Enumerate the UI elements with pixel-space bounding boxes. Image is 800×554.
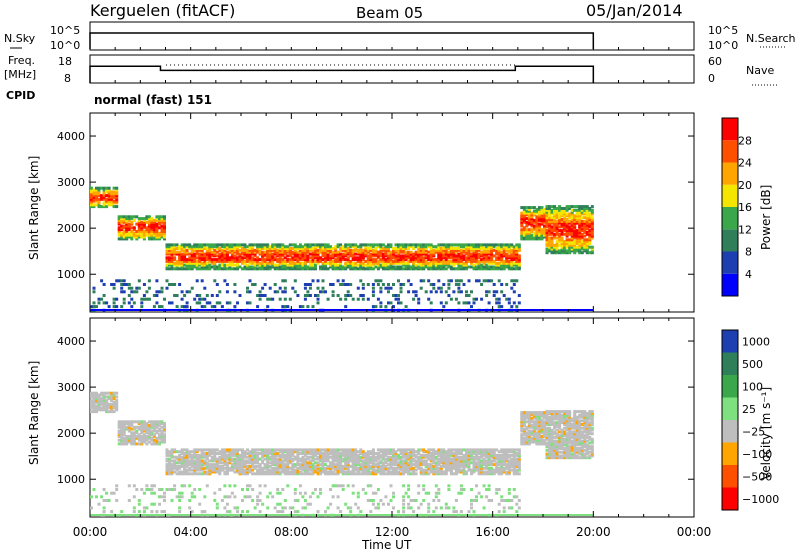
velocity-cb-seg-4 xyxy=(722,420,738,443)
nsky-label: N.Sky xyxy=(4,32,36,45)
site-title: Kerguelen (fitACF) xyxy=(90,1,235,20)
power-cb-seg-5 xyxy=(722,162,738,185)
power-cb-seg-0 xyxy=(722,273,738,296)
velocity-cb-tick-6: −500 xyxy=(742,470,772,483)
velocity-cb-seg-3 xyxy=(722,397,738,420)
power-cb-seg-3 xyxy=(722,207,738,230)
velocity-cb-tick-2: 100 xyxy=(742,380,763,393)
noise-series-line xyxy=(89,32,595,50)
velocity-cb-seg-6 xyxy=(722,465,738,488)
time-xlabel: Time UT xyxy=(361,538,412,552)
power-data xyxy=(90,186,594,312)
velocity-ylabel: Slant Range [km] xyxy=(27,361,41,465)
ytick-label-0-3: 4000 xyxy=(57,130,85,143)
ytick-label-0-0: 1000 xyxy=(57,268,85,281)
xtick-label-6: 00:00 xyxy=(677,525,712,539)
power-cb-tick-1: 24 xyxy=(738,157,752,170)
power-cb-tick-6: 4 xyxy=(745,268,752,281)
freq-tick-right-top: 60 xyxy=(708,55,722,68)
power-cb-seg-7 xyxy=(722,118,738,141)
noise-tick-right-top: 10^5 xyxy=(708,24,738,37)
velocity-cb-seg-2 xyxy=(722,375,738,398)
xtick-label-3: 12:00 xyxy=(375,525,410,539)
power-panel xyxy=(89,112,695,313)
ytick-label-0-2: 3000 xyxy=(57,176,85,189)
cpid-label: CPID xyxy=(6,89,35,102)
power-cb-tick-0: 28 xyxy=(738,134,752,147)
xtick-label-4: 16:00 xyxy=(475,525,510,539)
noise-tick-right-bottom: 10^0 xyxy=(708,39,738,52)
noise-tick-left-top: 10^5 xyxy=(50,24,80,37)
velocity-cb-tick-1: 500 xyxy=(742,358,763,371)
velocity-cb-tick-5: −100 xyxy=(742,448,772,461)
freq-series-line xyxy=(89,65,595,83)
power-cb-seg-1 xyxy=(722,251,738,274)
power-cb-frame xyxy=(721,117,739,297)
velocity-cb-tick-3: 25 xyxy=(742,403,756,416)
velocity-cb-tick-4: −25 xyxy=(742,425,765,438)
power-colorbar-label: Power [dB] xyxy=(759,185,773,250)
velocity-cb-seg-1 xyxy=(722,352,738,375)
velocity-cb-frame xyxy=(721,329,739,511)
velocity-colorbar: 1000 500 100 25 −25 −100 −500 −1000 xyxy=(721,329,779,511)
velocity-data xyxy=(90,391,594,517)
power-cb-seg-2 xyxy=(722,229,738,252)
velocity-colorbar-label: Velocity [m s⁻¹] xyxy=(759,387,773,480)
velocity-panel xyxy=(89,317,695,518)
freq-label: Freq. xyxy=(8,54,35,67)
nave-label: Nave xyxy=(746,64,774,77)
freq-unit-label: [MHz] xyxy=(4,68,36,81)
ytick-label-1-2: 3000 xyxy=(57,381,85,394)
xtick-label-2: 08:00 xyxy=(274,525,309,539)
noise-tick-left-bottom: 10^0 xyxy=(50,39,80,52)
ytick-label-0-1: 2000 xyxy=(57,222,85,235)
xtick-label-0: 00:00 xyxy=(73,525,108,539)
velocity-cb-tick-7: −1000 xyxy=(742,493,779,506)
freq-tick-left-top: 18 xyxy=(58,55,72,68)
cpid-text: normal (fast) 151 xyxy=(94,93,212,107)
ytick-label-1-0: 1000 xyxy=(57,473,85,486)
freq-tick-right-bottom: 0 xyxy=(708,72,715,85)
freq-panel: 18 8 60 0 xyxy=(58,54,722,85)
power-cb-tick-4: 12 xyxy=(738,223,752,236)
power-cb-seg-6 xyxy=(722,140,738,163)
power-cb-tick-3: 16 xyxy=(738,201,752,214)
velocity-cb-seg-7 xyxy=(722,487,738,510)
velocity-cb-tick-0: 1000 xyxy=(742,335,770,348)
power-cb-seg-4 xyxy=(722,184,738,207)
date-title: 05/Jan/2014 xyxy=(586,1,683,20)
power-colorbar: 28 24 20 16 12 8 4 xyxy=(721,117,752,297)
power-cb-tick-5: 8 xyxy=(745,246,752,259)
power-cb-tick-2: 20 xyxy=(738,179,752,192)
xtick-label-5: 20:00 xyxy=(576,525,611,539)
velocity-cb-seg-0 xyxy=(722,330,738,353)
velocity-cb-seg-5 xyxy=(722,442,738,465)
xtick-label-1: 04:00 xyxy=(173,525,208,539)
ytick-label-1-1: 2000 xyxy=(57,427,85,440)
power-ylabel: Slant Range [km] xyxy=(27,156,41,260)
noise-panel: 10^5 10^0 10^5 10^0 xyxy=(50,21,738,52)
freq-tick-left-bottom: 8 xyxy=(64,72,71,85)
ytick-label-1-3: 4000 xyxy=(57,335,85,348)
axes: 1000 2000 3000 4000 1000 2000 3000 4000 00:00 04:… xyxy=(57,47,711,539)
nsearch-label: N.Search xyxy=(746,32,796,45)
beam-title: Beam 05 xyxy=(356,4,423,22)
